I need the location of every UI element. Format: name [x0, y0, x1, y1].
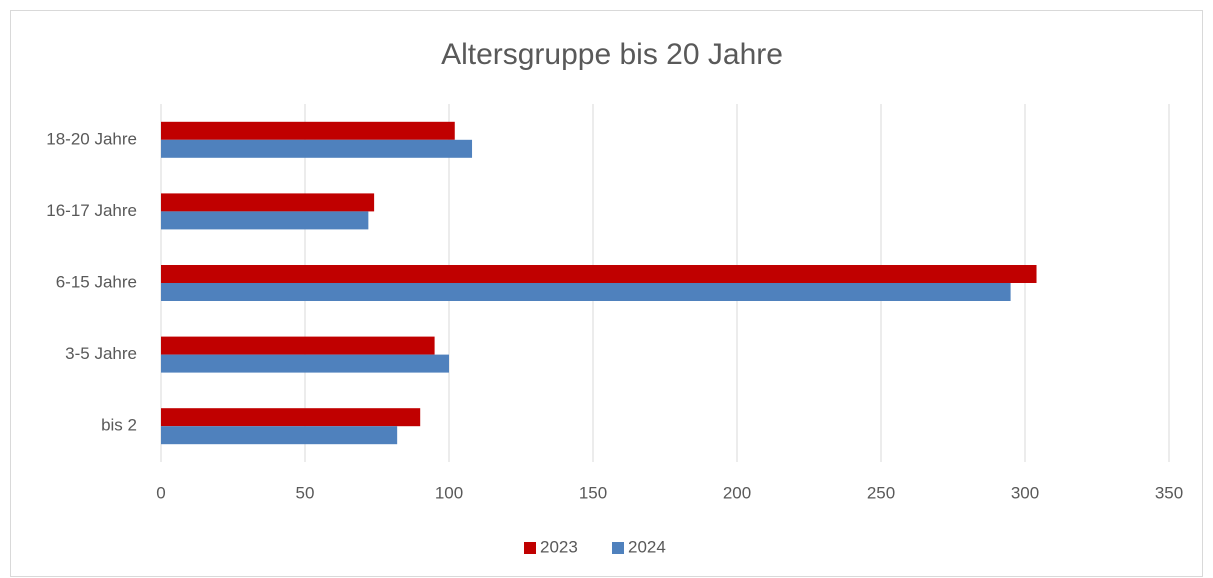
y-tick-label: 3-5 Jahre [65, 344, 137, 363]
bar [161, 283, 1011, 301]
x-tick-label: 50 [296, 483, 315, 502]
bar [161, 121, 455, 140]
bar [161, 408, 421, 427]
y-tick-label: 6-15 Jahre [56, 272, 137, 291]
legend-label: 2024 [628, 537, 666, 556]
bar [161, 211, 369, 230]
chart-title: Altersgruppe bis 20 Jahre [441, 38, 783, 71]
legend-swatch [524, 542, 536, 554]
x-tick-label: 150 [579, 483, 607, 502]
y-tick-label: 18-20 Jahre [46, 129, 137, 148]
x-tick-label: 300 [1011, 483, 1039, 502]
bar [161, 265, 1037, 283]
y-tick-label: bis 2 [101, 416, 137, 435]
bar [161, 354, 449, 373]
bar [161, 193, 375, 212]
y-tick-label: 16-17 Jahre [46, 201, 137, 220]
bar [161, 336, 435, 355]
bar [161, 426, 398, 445]
x-tick-label: 100 [435, 483, 463, 502]
bar [161, 139, 473, 158]
x-tick-label: 200 [723, 483, 751, 502]
legend-swatch [612, 542, 624, 554]
x-tick-label: 250 [867, 483, 895, 502]
legend-label: 2023 [540, 537, 578, 556]
x-tick-label: 0 [156, 483, 165, 502]
x-tick-label: 350 [1155, 483, 1183, 502]
